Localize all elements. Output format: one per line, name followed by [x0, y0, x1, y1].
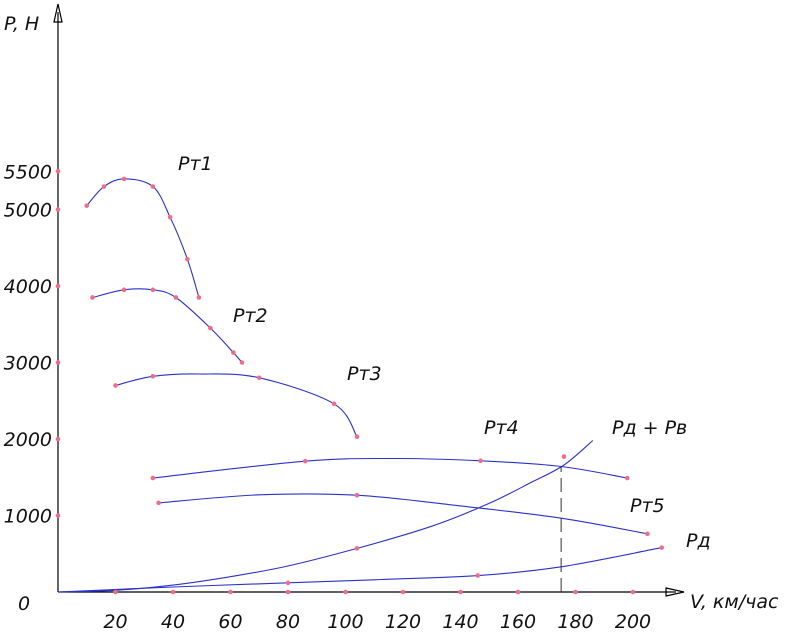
- x-axis-arrow: [665, 587, 685, 597]
- y-tick-label: 5000: [4, 200, 52, 222]
- series-line: [86, 178, 200, 298]
- data-point: [150, 373, 156, 379]
- data-point: [196, 295, 202, 300]
- series-label: Pд: [686, 530, 711, 552]
- series-line: [92, 288, 243, 363]
- series-label: Pт4: [484, 417, 519, 439]
- axes: [53, 3, 685, 597]
- x-tick-label: 100: [327, 611, 363, 633]
- series-line: [158, 493, 648, 535]
- x-tick-label: 80: [276, 611, 300, 633]
- data-point: [121, 176, 127, 182]
- data-point: [630, 589, 636, 595]
- data-point: [228, 589, 233, 595]
- data-point: [400, 589, 406, 595]
- data-point: [113, 589, 118, 595]
- data-point: [343, 589, 348, 595]
- x-axis-label: V, км/час: [690, 591, 779, 613]
- data-point: [354, 492, 360, 498]
- data-point: [458, 589, 463, 595]
- series-label: Pт2: [233, 305, 268, 327]
- data-point: [285, 580, 291, 586]
- data-point: [231, 350, 236, 355]
- series-label: Pт1: [178, 153, 213, 175]
- data-point: [573, 589, 578, 595]
- series-labels: Pт1 Pт2 Pт3 Pт4 Pт5 Pд Pд + Pв: [178, 153, 711, 552]
- y-tick-label: 2000: [4, 429, 52, 451]
- x-tick-label: 200: [615, 611, 651, 633]
- series-line: [57, 440, 594, 593]
- data-point: [478, 458, 483, 464]
- data-point: [170, 589, 176, 595]
- marker-layer: [55, 168, 665, 595]
- y-tick-label: 5500: [4, 161, 52, 183]
- y-tick-label: 1000: [4, 506, 52, 528]
- data-point: [515, 589, 521, 595]
- data-point: [84, 203, 90, 208]
- x-tick-labels: 20 40 60 80 100 120 140 160 180 200: [103, 611, 651, 633]
- data-point: [173, 295, 179, 300]
- series-line: [152, 457, 628, 479]
- y-tick-labels: 1000 2000 3000 4000 5000 5500: [4, 161, 52, 527]
- x-tick-label: 40: [161, 611, 185, 633]
- data-point: [659, 545, 665, 550]
- data-point: [185, 256, 190, 262]
- data-point: [475, 573, 481, 578]
- data-point: [150, 184, 156, 189]
- y-tick-label: 3000: [4, 353, 52, 375]
- data-point: [90, 295, 95, 300]
- y-axis-label: P, H: [4, 13, 39, 35]
- data-point: [150, 287, 156, 293]
- data-point: [354, 546, 360, 551]
- data-point: [121, 287, 127, 293]
- series-label: Pд + Pв: [612, 417, 687, 439]
- x-tick-label: 20: [103, 611, 127, 633]
- y-axis-arrow: [53, 3, 63, 23]
- origin-label: 0: [18, 593, 30, 615]
- data-point: [101, 184, 107, 189]
- data-point: [55, 168, 61, 174]
- x-tick-label: 60: [218, 611, 242, 633]
- series-label: Pт5: [630, 495, 665, 517]
- data-point: [645, 531, 650, 537]
- data-point: [285, 589, 291, 595]
- data-point: [624, 475, 630, 481]
- data-point: [156, 500, 161, 506]
- series-line: [57, 547, 662, 593]
- data-point: [208, 325, 213, 331]
- data-point: [331, 401, 337, 407]
- x-tick-label: 140: [442, 611, 478, 633]
- data-point: [55, 283, 61, 289]
- data-point: [55, 436, 61, 442]
- y-tick-label: 4000: [4, 276, 52, 298]
- series-layer: [57, 178, 662, 593]
- data-point: [113, 383, 118, 388]
- data-point: [302, 458, 308, 464]
- data-point: [256, 375, 262, 381]
- data-point: [561, 454, 567, 459]
- x-tick-label: 180: [557, 611, 593, 633]
- data-point: [354, 434, 360, 440]
- x-tick-label: 120: [385, 611, 421, 633]
- data-point: [55, 513, 61, 518]
- data-point: [150, 475, 156, 481]
- data-point: [55, 207, 61, 212]
- data-point: [239, 360, 245, 365]
- x-tick-label: 160: [500, 611, 536, 633]
- series-label: Pт3: [347, 363, 382, 385]
- data-point: [167, 214, 173, 220]
- data-point: [55, 360, 61, 365]
- series-line: [115, 373, 358, 438]
